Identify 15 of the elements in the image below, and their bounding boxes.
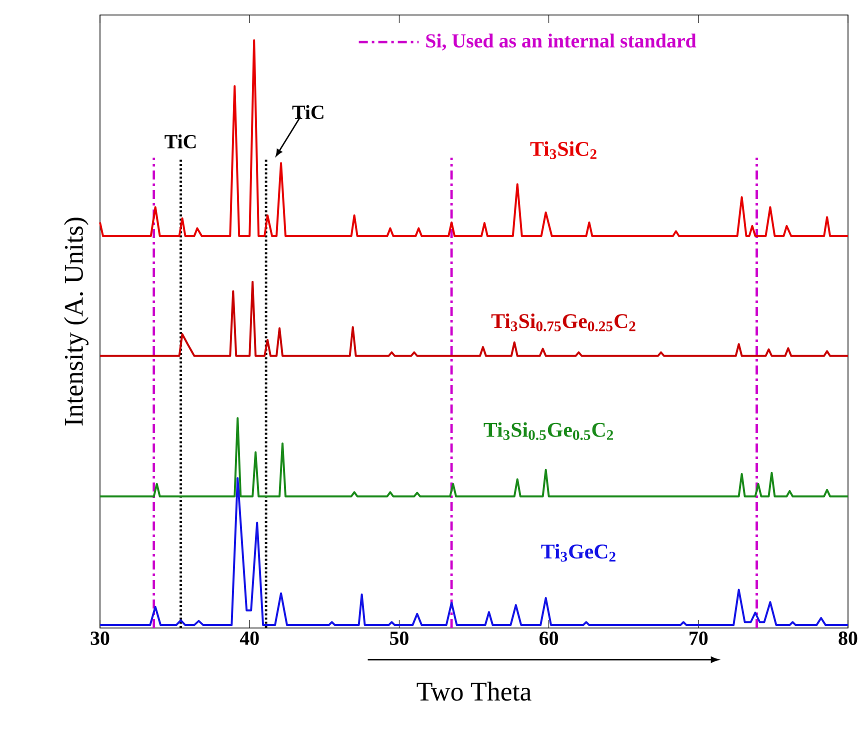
ref-line-label: TiC [164,134,196,148]
series-label: Ti$_{3}$SiC$_{2}$ [530,141,596,160]
x-tick-label: 40 [240,632,259,645]
x-tick-label: 60 [540,632,558,645]
x-tick-label: 30 [90,632,110,645]
x-axis-title: Two Theta [416,682,532,701]
series-label: Ti$_{3}$GeC$_{2}$ [541,544,616,562]
y-axis-title: Intensity (A. Units) [64,218,88,426]
series-label: Ti$_{3}$Si$_{0.5}$Ge$_{0.5}$C$_{2}$ [484,422,614,440]
ref-line-label: TiC [292,105,324,120]
x-tick-label: 50 [390,632,408,645]
x-tick-label: 70 [690,632,708,645]
series-label: Ti$_{3}$Si$_{0.75}$Ge$_{0.25}$C$_{2}$ [491,313,636,332]
legend-label: Si, Used as an internal standard [426,34,696,50]
x-tick-label: 80 [838,632,858,645]
